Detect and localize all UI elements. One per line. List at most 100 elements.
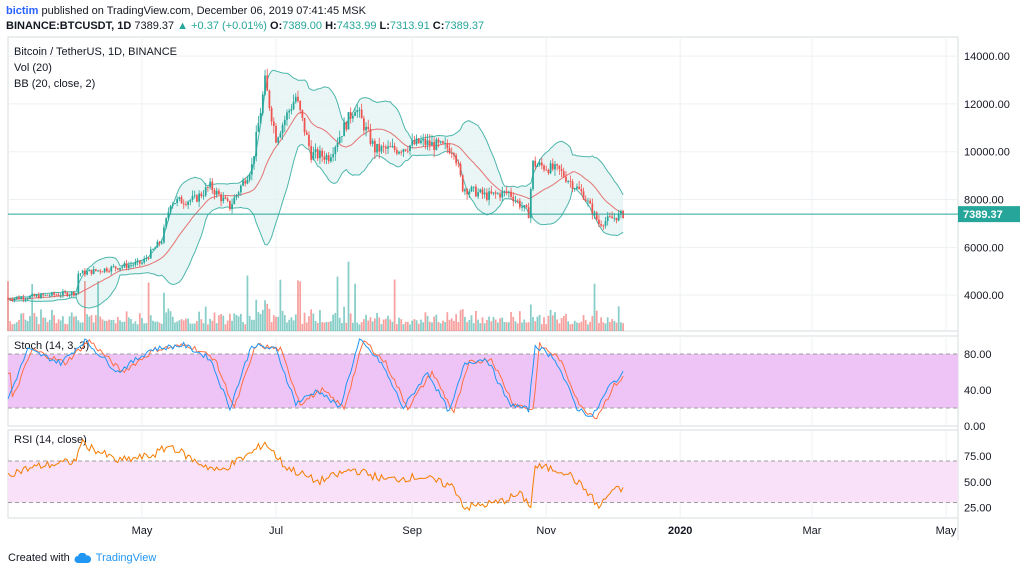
volume-bar xyxy=(532,317,534,331)
candle-body xyxy=(556,164,559,166)
volume-bar xyxy=(248,315,251,331)
candle-body xyxy=(193,195,196,197)
candle-body xyxy=(105,268,108,272)
volume-bar xyxy=(336,276,339,331)
volume-bar xyxy=(281,310,284,331)
symbol-label[interactable]: BINANCE:BTCUSDT, 1D xyxy=(6,20,132,32)
volume-bar xyxy=(611,319,613,331)
footer-brand[interactable]: TradingView xyxy=(95,552,157,564)
volume-bar xyxy=(620,322,622,331)
candle-body xyxy=(235,194,238,198)
volume-bar xyxy=(481,317,484,331)
volume-bar xyxy=(505,322,508,331)
candle-body xyxy=(486,192,488,200)
candle-body xyxy=(187,201,190,205)
volume-bar xyxy=(486,319,488,331)
volume-bar xyxy=(176,321,179,331)
candle-body xyxy=(121,266,124,268)
candle-body xyxy=(79,273,82,275)
volume-bar xyxy=(354,283,356,331)
volume-bar xyxy=(598,323,600,331)
candle-body xyxy=(218,190,220,195)
volume-bar xyxy=(20,313,23,331)
volume-bar xyxy=(18,319,20,331)
candle-body xyxy=(305,132,308,135)
volume-bar xyxy=(378,317,381,331)
candle-body xyxy=(286,112,288,120)
candle-body xyxy=(433,142,436,151)
candle-body xyxy=(141,262,143,264)
candle-body xyxy=(68,294,71,296)
volume-bar xyxy=(448,319,451,331)
volume-bar xyxy=(114,323,117,331)
volume-bar xyxy=(266,303,269,331)
candle-body xyxy=(417,138,420,144)
low-label: L: xyxy=(379,20,390,32)
author-link[interactable]: bictim xyxy=(6,5,39,17)
x-tick-label: May xyxy=(132,525,153,537)
candle-body xyxy=(347,112,350,130)
volume-bar xyxy=(558,323,561,331)
volume-bar xyxy=(589,321,592,331)
volume-bar xyxy=(382,319,385,331)
rsi-title: RSI (14, close) xyxy=(14,434,87,446)
candle-body xyxy=(242,180,244,186)
candle-body xyxy=(154,247,157,250)
volume-bar xyxy=(549,309,552,331)
candle-body xyxy=(171,204,174,206)
volume-bar xyxy=(411,320,414,331)
candle-body xyxy=(112,266,115,268)
volume-bar xyxy=(141,318,143,331)
volume-bar xyxy=(51,309,53,331)
x-tick-label: Nov xyxy=(536,525,556,537)
volume-bar xyxy=(341,323,343,331)
candle-body xyxy=(143,258,146,263)
volume-bar xyxy=(189,323,192,331)
volume-bar xyxy=(250,319,253,331)
candle-body xyxy=(576,186,578,189)
candle-body xyxy=(35,294,38,297)
candle-body xyxy=(224,197,227,199)
volume-bar xyxy=(310,309,313,331)
volume-bar xyxy=(204,306,207,331)
candle-body xyxy=(532,160,534,190)
candle-body xyxy=(103,268,106,272)
volume-bar xyxy=(239,313,242,331)
candle-body xyxy=(244,180,247,184)
candle-body xyxy=(125,263,128,268)
candle-body xyxy=(613,217,616,219)
volume-bar xyxy=(417,323,420,331)
volume-bar xyxy=(576,322,578,331)
volume-bar xyxy=(13,323,16,331)
high-value: 7433.99 xyxy=(336,20,377,32)
candle-body xyxy=(116,268,119,270)
volume-bar xyxy=(110,319,113,331)
candle-body xyxy=(567,181,570,182)
volume-bar xyxy=(543,317,545,331)
candle-body xyxy=(481,189,484,195)
candle-body xyxy=(512,196,515,202)
candle-body xyxy=(167,212,170,219)
y-tick-label: 50.00 xyxy=(964,477,992,489)
volume-bar xyxy=(617,306,620,331)
candle-body xyxy=(20,297,23,300)
candle-body xyxy=(301,109,304,118)
volume-bar xyxy=(330,321,332,331)
candle-body xyxy=(387,146,389,149)
volume-bar xyxy=(136,324,139,331)
candle-body xyxy=(160,242,163,244)
volume-bar xyxy=(15,322,18,331)
candle-body xyxy=(406,150,409,152)
candle-body xyxy=(400,151,403,153)
volume-bar xyxy=(130,319,132,331)
candle-body xyxy=(88,269,91,272)
candle-body xyxy=(31,294,34,297)
candle-body xyxy=(606,216,609,222)
volume-bar xyxy=(338,317,341,331)
candle-body xyxy=(507,191,510,193)
volume-bar xyxy=(510,312,512,331)
candle-body xyxy=(138,260,141,264)
volume-bar xyxy=(215,323,218,331)
volume-bar xyxy=(66,324,69,331)
